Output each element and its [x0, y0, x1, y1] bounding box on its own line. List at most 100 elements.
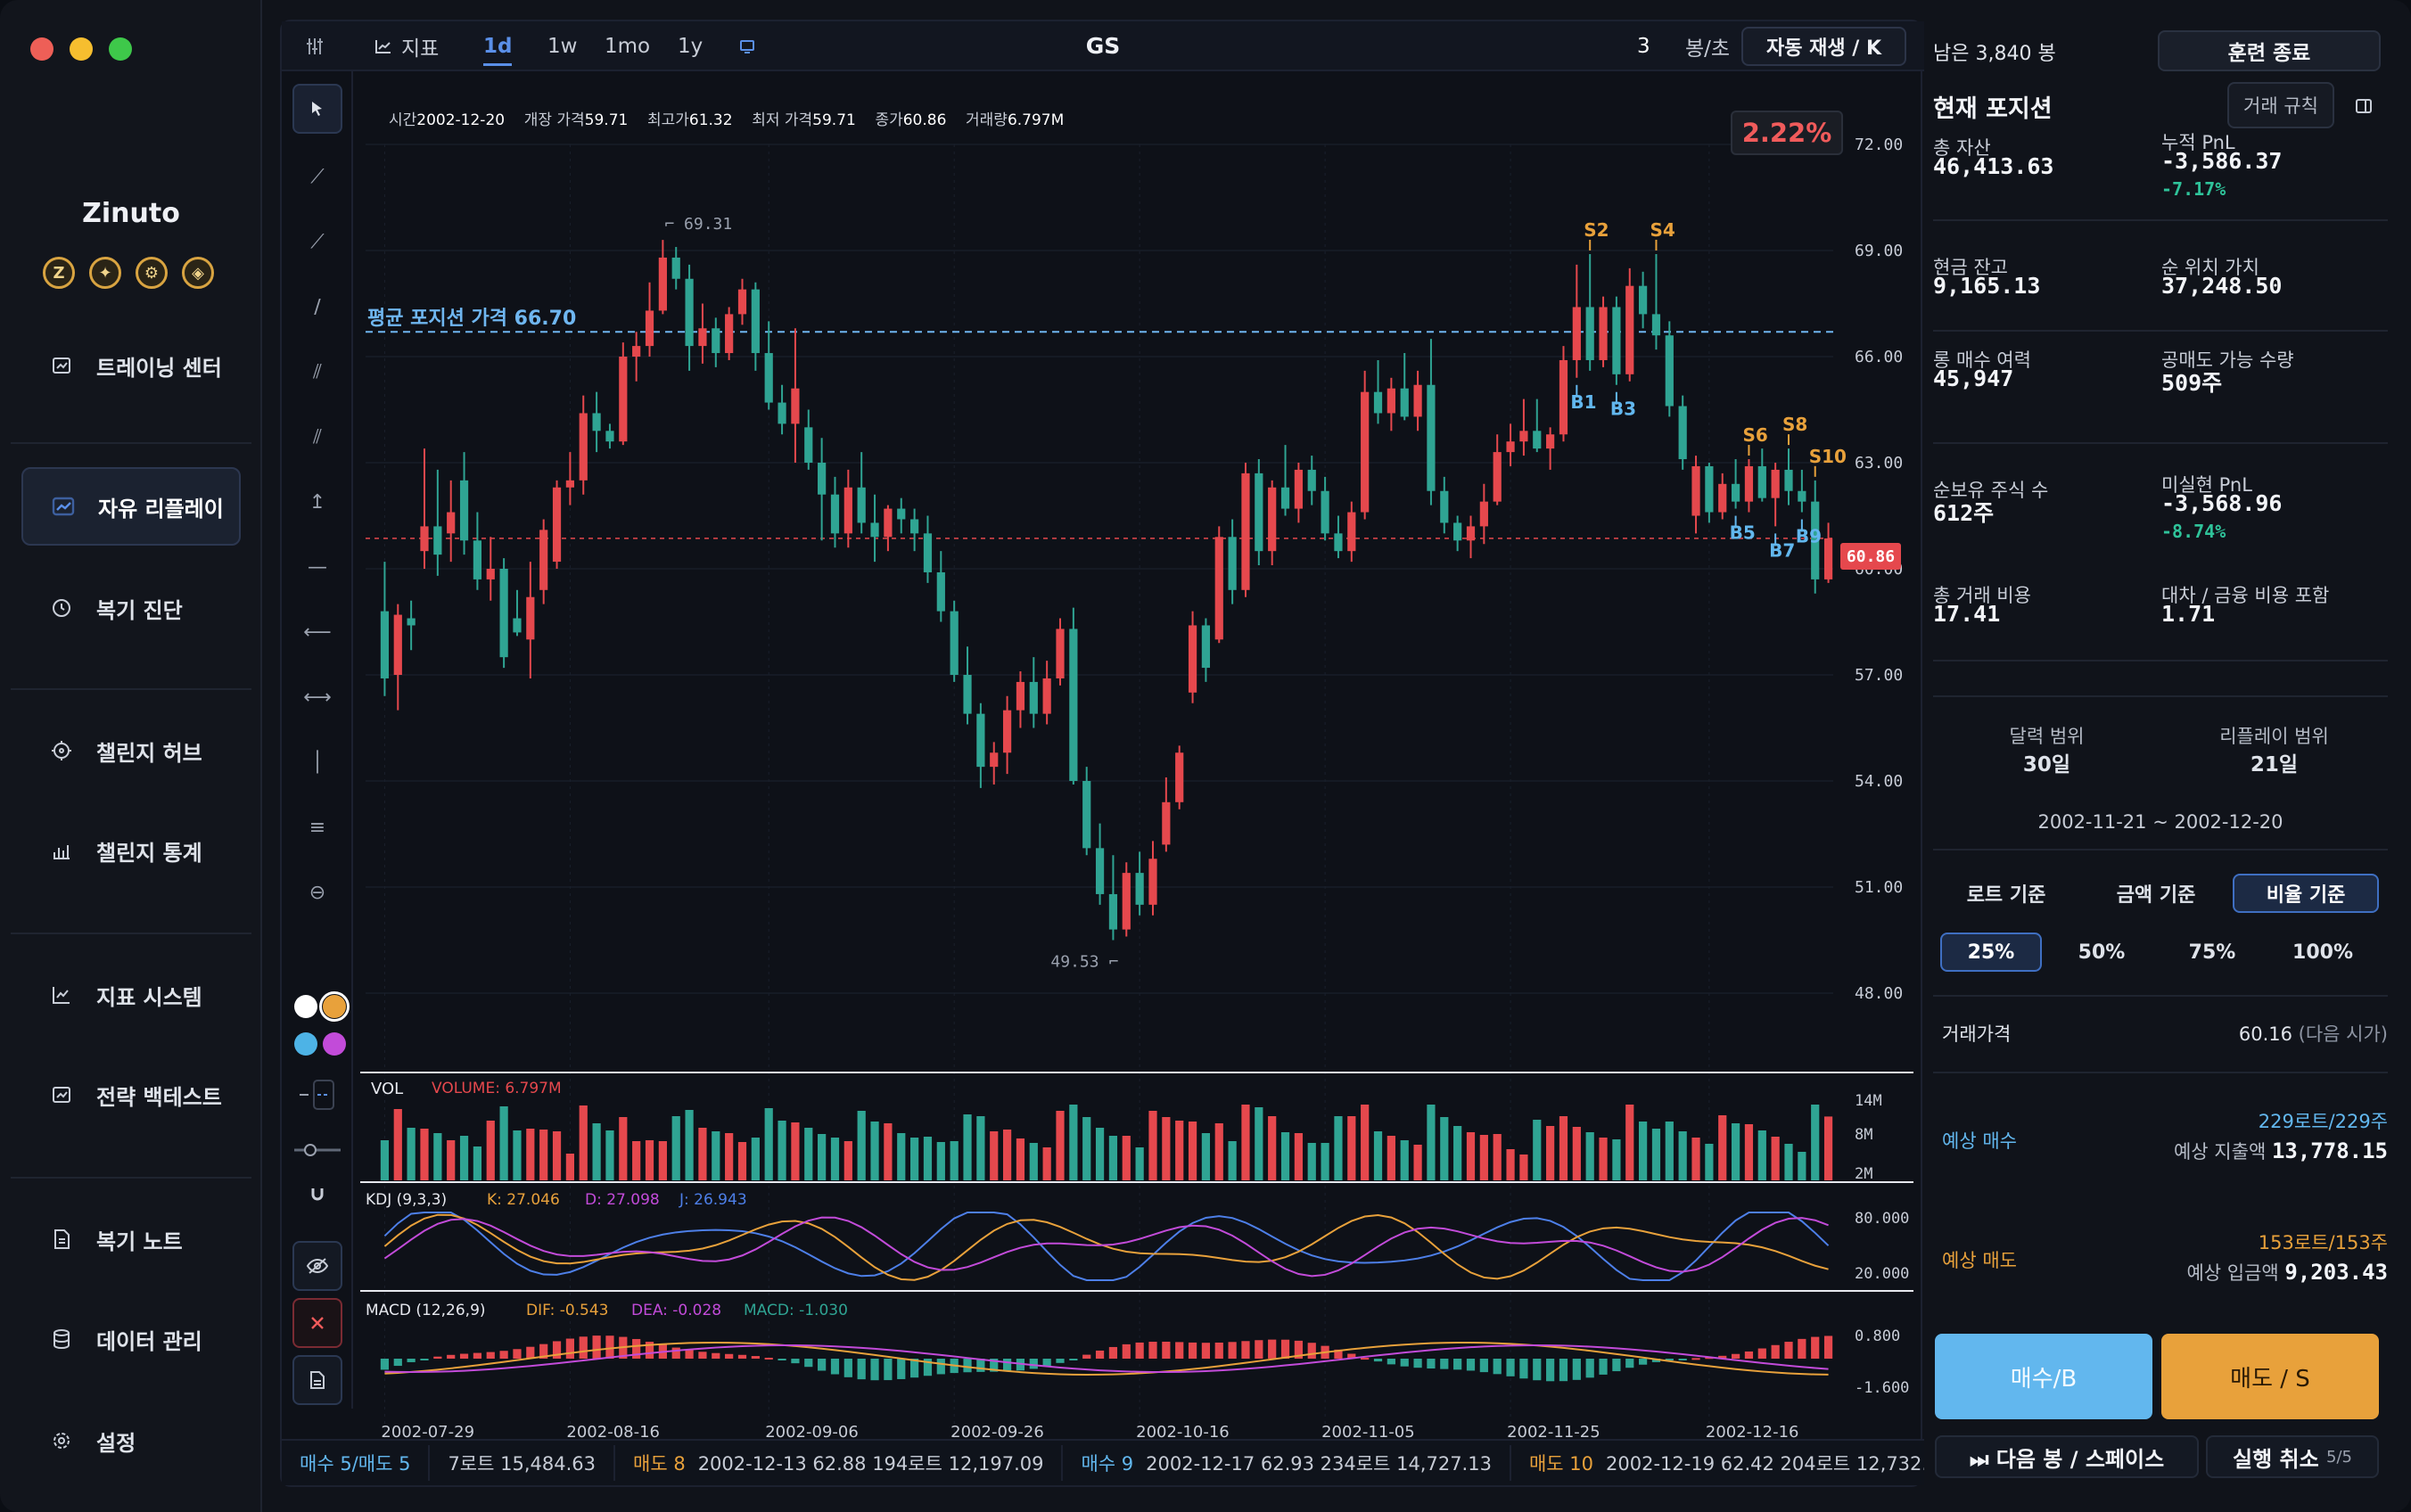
interval-1d[interactable]: 1d — [483, 21, 513, 71]
trade-item[interactable]: 7로트 15,484.63 — [430, 1445, 615, 1481]
color-purple-swatch[interactable] — [323, 1032, 346, 1056]
mode-lot[interactable]: 로트 기준 — [1966, 884, 2046, 907]
macd-histogram-bar — [1241, 1341, 1250, 1359]
magnet-tool-icon[interactable] — [292, 1170, 342, 1220]
macd-histogram-bar — [539, 1344, 548, 1359]
volume-bar — [1387, 1136, 1395, 1180]
macd-histogram-bar — [380, 1359, 390, 1370]
volume-bar — [1612, 1139, 1621, 1180]
macd-histogram-bar — [843, 1359, 852, 1377]
end-training-button[interactable]: 훈련 종료 — [2158, 30, 2381, 71]
range-tool-icon[interactable]: ⟷ — [303, 686, 332, 709]
sell-button[interactable]: 매도 / S — [2161, 1334, 2379, 1419]
line-tool-icon[interactable]: ⟋ — [310, 165, 325, 188]
nav-review-diagnosis[interactable]: 복기 진단 — [21, 569, 241, 647]
candle-body — [645, 310, 654, 347]
zoom-window-button[interactable] — [109, 37, 132, 61]
indicators-button[interactable]: 지표 — [374, 21, 439, 71]
candle-body — [1599, 307, 1608, 360]
minimize-window-button[interactable] — [70, 37, 93, 61]
layout-toggle-button[interactable] — [738, 21, 756, 71]
position-title: 현재 포지션 — [1933, 95, 2053, 123]
replay-date-range: 2002-11-21 ~ 2002-12-20 — [2037, 811, 2283, 833]
next-bar-button[interactable]: ⏭ 다음 봉 / 스페이스 — [1935, 1435, 2199, 1478]
ratio-75[interactable]: 75% — [2188, 941, 2236, 964]
trend-tool-icon[interactable]: ∕ — [314, 295, 321, 318]
undo-button[interactable]: 실행 취소 5/5 — [2206, 1435, 2379, 1478]
channel-tool-icon[interactable]: ⫽ — [313, 425, 322, 448]
ratio-100[interactable]: 100% — [2292, 941, 2353, 964]
volume-bar — [923, 1137, 933, 1180]
candle-body — [579, 413, 588, 481]
ray-tool-icon[interactable]: ⟋ — [310, 230, 325, 253]
candle-body — [671, 257, 680, 279]
mode-amount[interactable]: 금액 기준 — [2116, 884, 2196, 907]
nav-label: 챌린지 통계 — [96, 840, 202, 866]
color-white-swatch[interactable] — [294, 995, 317, 1018]
macd-histogram-bar — [1479, 1359, 1488, 1373]
color-cyan-swatch[interactable] — [294, 1032, 317, 1056]
sidebar: Zinuto Z ✦ ⚙ ◈ 트레이닝 센터 자유 리플레이 복기 진단 챌린지… — [0, 0, 262, 1512]
candle-body — [1334, 533, 1343, 552]
macd-histogram-bar — [923, 1359, 933, 1376]
ratio-50[interactable]: 50% — [2078, 941, 2126, 964]
date-tick-label: 2002-10-16 — [1136, 1423, 1230, 1442]
volume-bar — [751, 1138, 760, 1180]
trade-item[interactable]: 매도 10 2002-12-19 62.42 204로트 12,732.51 — [1511, 1445, 1924, 1481]
trade-history-bar[interactable]: 매수 5/매도 5 7로트 15,484.63 매도 8 2002-12-13 6… — [282, 1439, 1924, 1485]
candle-body — [1479, 501, 1488, 527]
volume-bar — [552, 1131, 562, 1180]
nav-training-center[interactable]: 트레이닝 센터 — [21, 326, 241, 405]
close-window-button[interactable] — [30, 37, 53, 61]
macd-histogram-bar — [459, 1353, 469, 1359]
nav-review-notes[interactable]: 복기 노트 — [21, 1200, 241, 1278]
color-orange-swatch[interactable] — [319, 991, 350, 1022]
measure-tool-icon[interactable]: ⊖ — [309, 881, 326, 904]
macd-histogram-bar — [1798, 1338, 1806, 1359]
macd-histogram-bar — [1691, 1358, 1700, 1360]
nav-data-management[interactable]: 데이터 관리 — [21, 1300, 241, 1378]
candle-body — [1387, 388, 1395, 414]
nav-free-replay[interactable]: 자유 리플레이 — [21, 467, 241, 546]
volume-bar — [1307, 1143, 1316, 1180]
chart-settings-button[interactable] — [305, 21, 325, 71]
speed-value[interactable]: 3 — [1637, 35, 1650, 58]
macd-histogram-bar — [857, 1359, 866, 1380]
mode-ratio[interactable]: 비율 기준 — [2233, 874, 2379, 913]
volume-bar — [1042, 1147, 1051, 1180]
macd-histogram-bar — [1665, 1359, 1674, 1360]
delete-drawings-icon[interactable] — [292, 1298, 342, 1348]
nav-strategy-backtest[interactable]: 전략 백테스트 — [21, 1056, 241, 1134]
chart-canvas[interactable]: 72.0069.0066.0063.0060.0057.0054.0051.00… — [360, 75, 1921, 1457]
trade-item[interactable]: 매수 9 2002-12-17 62.93 234로트 14,727.13 — [1063, 1445, 1511, 1481]
interval-1y[interactable]: 1y — [678, 35, 704, 58]
line-style-tool[interactable] — [292, 1070, 342, 1120]
trade-item[interactable]: 매도 8 2002-12-13 62.88 194로트 12,197.09 — [615, 1445, 1064, 1481]
nav-settings[interactable]: 설정 — [21, 1401, 241, 1480]
parallel-tool-icon[interactable]: ⫽ — [313, 360, 322, 383]
interval-1mo[interactable]: 1mo — [605, 35, 651, 58]
text-tool-icon[interactable]: ≡ — [309, 816, 326, 839]
trade-rules-button[interactable]: 거래 규칙 — [2227, 82, 2334, 128]
volume-bar — [1533, 1120, 1542, 1180]
cursor-tool-icon[interactable] — [292, 84, 342, 134]
nav-label: 챌린지 허브 — [96, 740, 202, 766]
hray-tool-icon[interactable]: ⟵ — [303, 620, 332, 644]
macd-histogram-bar — [751, 1356, 760, 1359]
panel-collapse-button[interactable] — [2350, 93, 2377, 119]
autoplay-button[interactable]: 자동 재생 / K — [1740, 27, 1906, 66]
candle-body — [1361, 391, 1370, 513]
vline-tool-icon[interactable]: │ — [311, 751, 324, 774]
nav-challenge-hub[interactable]: 챌린지 허브 — [21, 711, 241, 790]
interval-1w[interactable]: 1w — [547, 35, 578, 58]
arrow-tool-icon[interactable]: ↥ — [309, 490, 326, 514]
trade-summary[interactable]: 매수 5/매도 5 — [282, 1445, 431, 1481]
nav-indicator-system[interactable]: 지표 시스템 — [21, 956, 241, 1034]
hide-drawings-icon[interactable] — [292, 1241, 342, 1291]
buy-button[interactable]: 매수/B — [1935, 1334, 2152, 1419]
nav-challenge-stats[interactable]: 챌린지 통계 — [21, 811, 241, 890]
notes-icon[interactable] — [292, 1355, 342, 1405]
hline-tool-icon[interactable]: — — [308, 555, 327, 579]
ratio-25[interactable]: 25% — [1940, 933, 2042, 972]
line-width-slider[interactable] — [292, 1125, 342, 1175]
